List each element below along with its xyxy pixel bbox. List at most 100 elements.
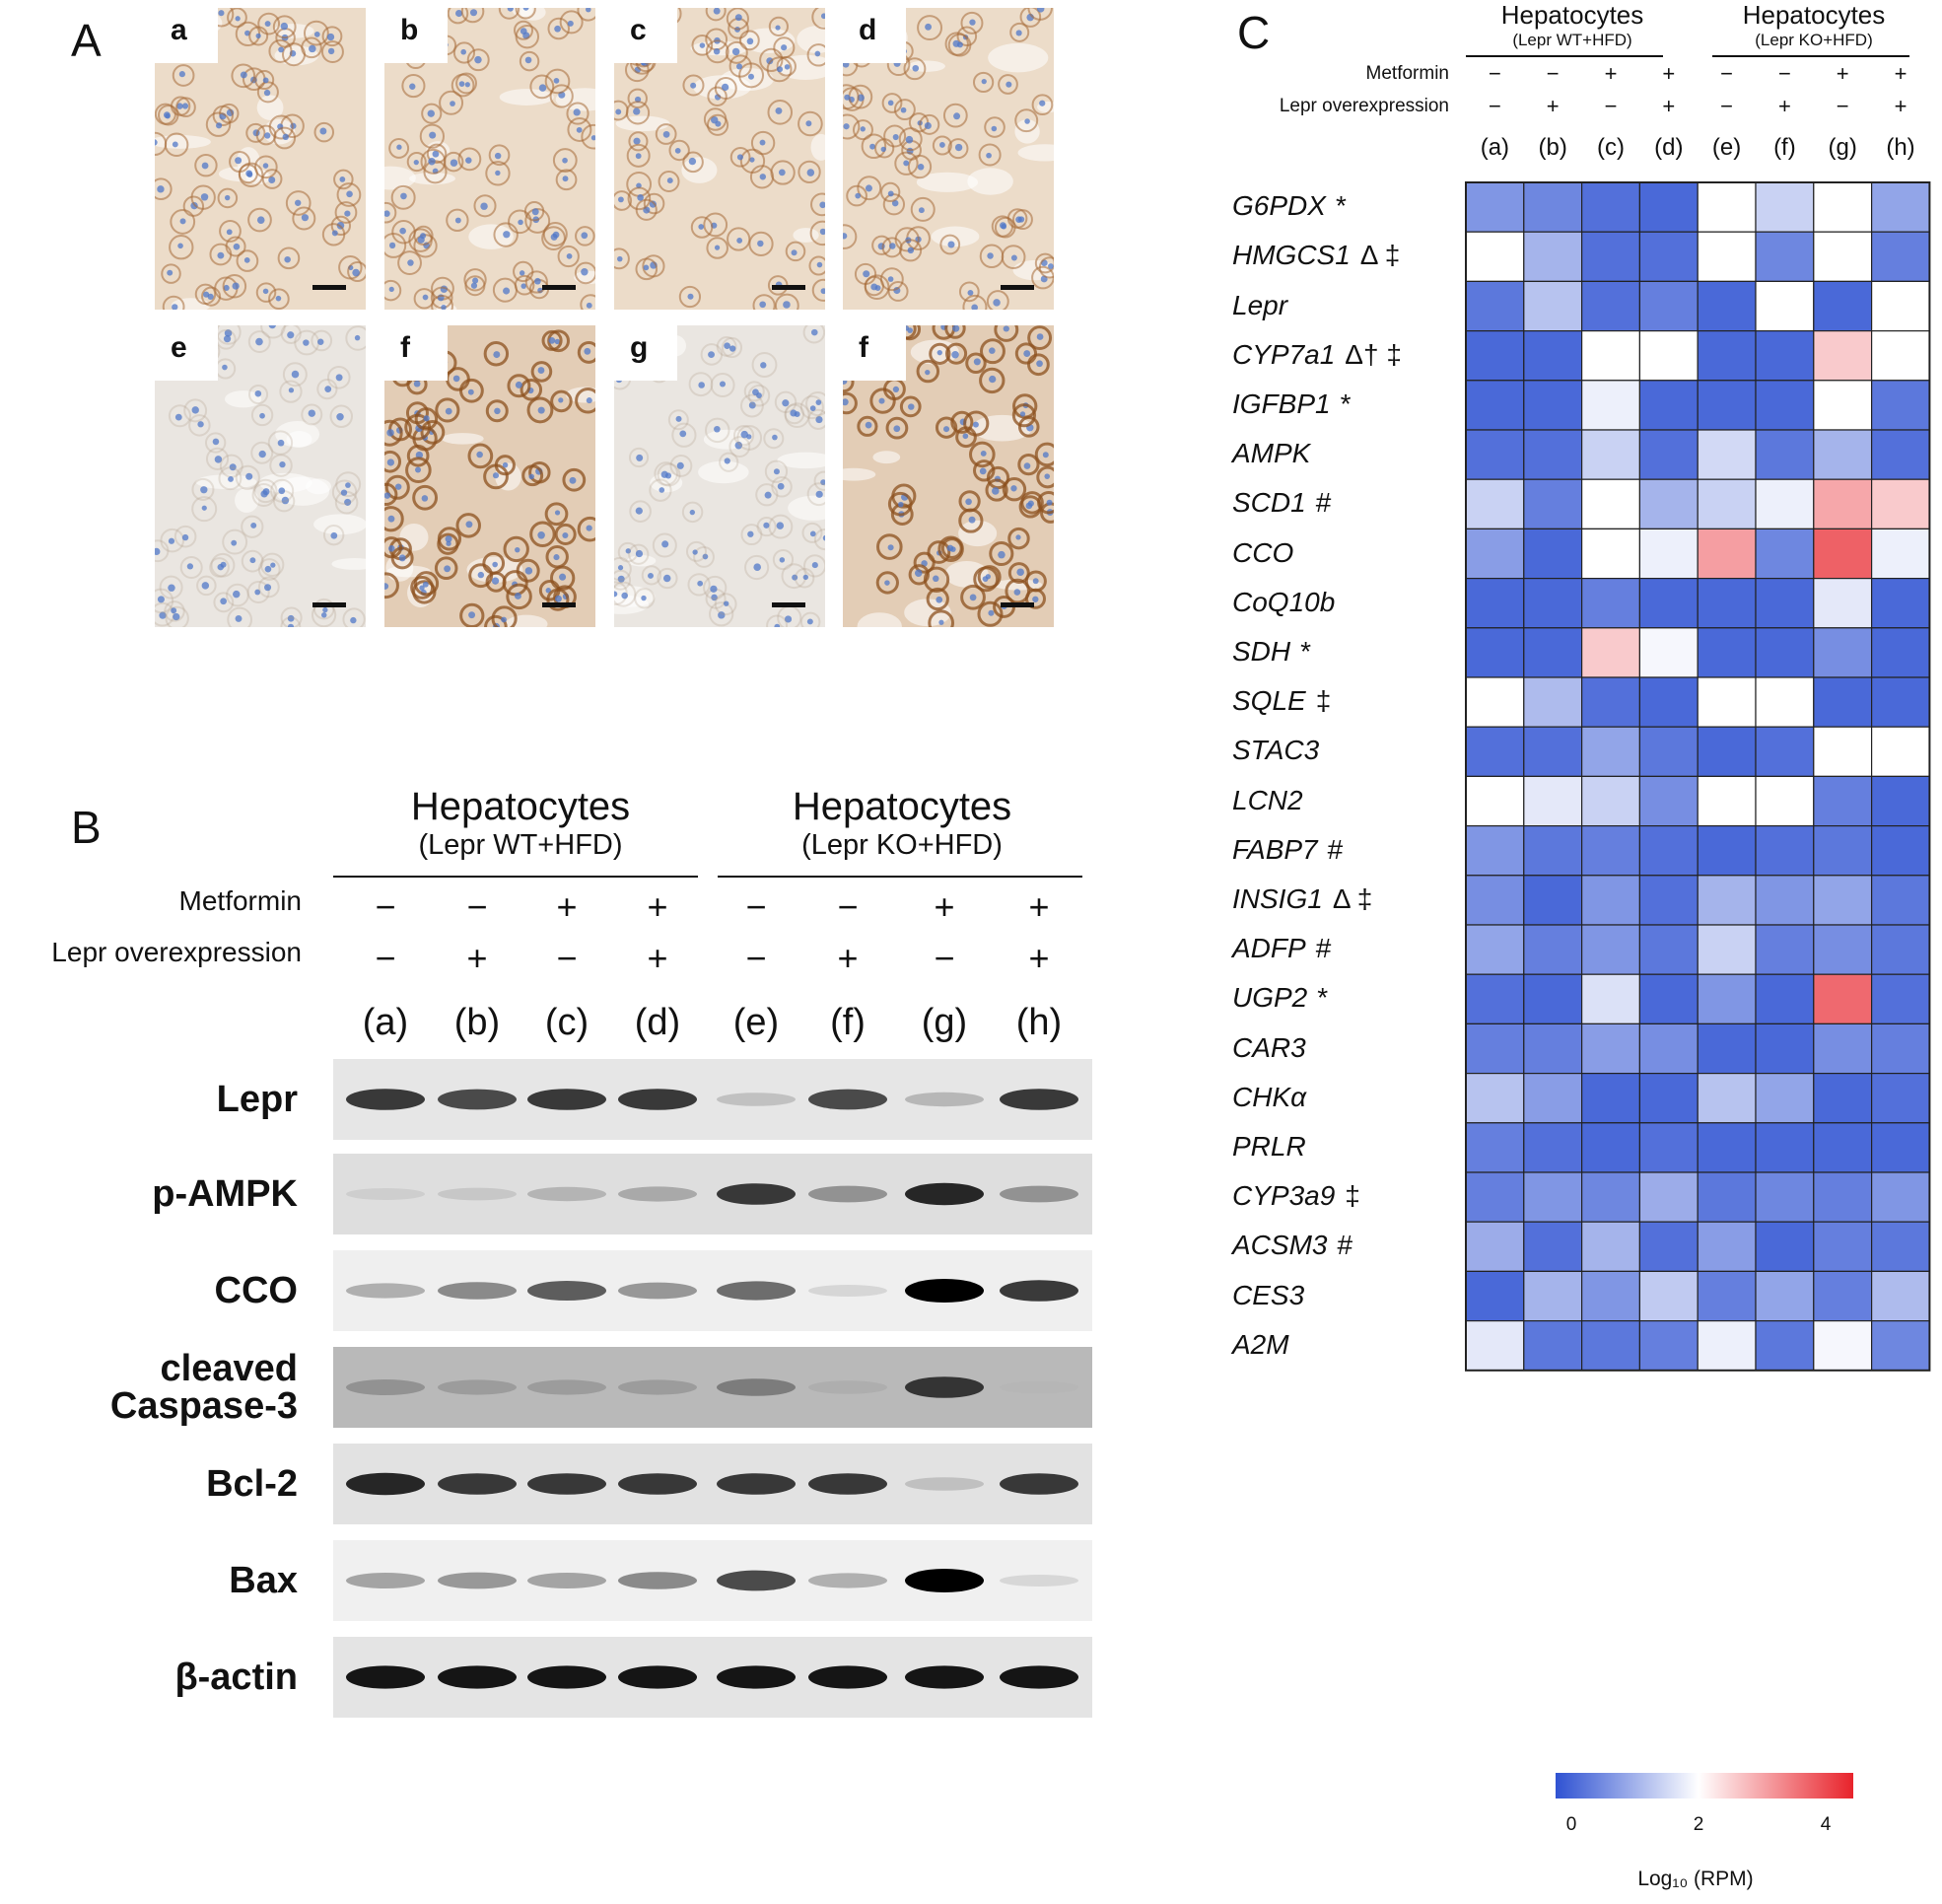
sinusoid	[810, 133, 825, 161]
heatmap-treatment-sign: −	[1604, 94, 1618, 118]
blot-band	[346, 1573, 425, 1588]
cell-membrane	[419, 123, 446, 149]
colorbar	[1556, 1773, 1853, 1798]
nucleus	[537, 367, 545, 374]
cell-membrane	[802, 325, 825, 344]
cell-membrane	[885, 416, 909, 440]
cell-membrane	[414, 407, 439, 431]
heatmap-cell	[1465, 577, 1525, 629]
cell-membrane	[312, 598, 335, 620]
nucleus	[993, 299, 1001, 307]
nucleus	[492, 561, 498, 568]
nucleus	[562, 531, 569, 539]
nucleus	[884, 580, 890, 586]
nucleus	[281, 496, 290, 505]
heatmap-cell	[1465, 429, 1525, 480]
cell-membrane	[899, 239, 923, 262]
micrograph-tile: e	[155, 325, 366, 627]
cell-membrane	[811, 278, 825, 302]
cell-membrane	[273, 126, 297, 150]
cell-membrane	[557, 245, 580, 268]
sinusoid	[627, 555, 657, 567]
nucleus	[776, 66, 784, 73]
significance-mark: ‡	[1345, 1180, 1360, 1212]
cell-membrane	[880, 181, 901, 203]
nucleus	[1036, 333, 1044, 340]
nucleus	[633, 137, 641, 145]
nucleus	[335, 374, 343, 382]
cell-membrane	[927, 540, 951, 564]
micrograph-texture	[614, 8, 825, 310]
cell-membrane	[169, 235, 194, 260]
nucleus	[181, 533, 189, 541]
cell-membrane	[1031, 94, 1054, 116]
nucleus	[905, 135, 914, 144]
heatmap-treatment-sign: +	[1604, 61, 1618, 86]
heatmap-cell	[1580, 973, 1640, 1025]
cell-membrane	[335, 471, 362, 498]
cell-membrane	[155, 131, 168, 157]
heatmap-cell	[1697, 231, 1757, 282]
cell-membrane	[614, 190, 633, 211]
nucleus	[255, 337, 263, 346]
cell-membrane	[183, 398, 208, 423]
nucleus	[635, 153, 642, 160]
cell-membrane	[209, 557, 230, 578]
nucleus	[1015, 534, 1021, 540]
nucleus	[617, 565, 624, 571]
cell-membrane	[566, 102, 590, 125]
heatmap-cell	[1813, 1023, 1873, 1075]
cell-membrane	[772, 548, 795, 571]
treatment-sign: +	[556, 886, 578, 927]
nucleus	[518, 219, 523, 226]
treatment-sign: −	[745, 938, 767, 978]
cell-membrane	[329, 404, 354, 429]
cell-membrane	[693, 546, 715, 568]
cell-membrane	[401, 73, 426, 99]
cell-membrane	[939, 234, 961, 255]
nucleus	[258, 450, 266, 458]
blot-band	[808, 1185, 887, 1203]
nucleus	[465, 521, 473, 529]
sinusoid	[331, 558, 366, 570]
blot-band	[808, 1573, 887, 1588]
cell-membrane	[455, 513, 481, 538]
cell-membrane	[843, 113, 861, 140]
micrograph-tile: g	[614, 325, 825, 627]
nucleus	[1032, 578, 1039, 585]
cell-membrane	[457, 147, 482, 172]
nucleus	[407, 259, 414, 266]
nucleus	[554, 595, 562, 602]
nucleus	[233, 243, 241, 250]
nucleus	[573, 108, 581, 116]
micrograph-label: c	[630, 14, 647, 46]
nucleus	[971, 304, 979, 310]
cell-membrane	[270, 478, 295, 503]
heatmap-cell	[1638, 627, 1699, 678]
blot-band	[1000, 1473, 1078, 1495]
nucleus	[855, 192, 862, 199]
nucleus	[295, 199, 302, 206]
nucleus	[223, 284, 230, 291]
gene-name: ACSM3	[1232, 1230, 1328, 1261]
nucleus	[792, 574, 798, 581]
blot-band	[438, 1572, 517, 1589]
blot-band	[1000, 1665, 1078, 1689]
gene-name: A2M	[1232, 1328, 1289, 1360]
cell-membrane	[628, 131, 649, 152]
cell-membrane	[813, 528, 825, 551]
nucleus	[282, 133, 289, 141]
nucleus	[987, 252, 994, 259]
nucleus	[524, 56, 532, 64]
cell-membrane	[513, 20, 534, 40]
cell-membrane	[894, 151, 919, 176]
heatmap-cell	[1813, 875, 1873, 926]
cell-membrane	[245, 122, 266, 143]
nucleus	[470, 282, 478, 289]
cell-membrane	[973, 459, 996, 482]
cell-membrane	[530, 361, 553, 383]
significance-mark: Δ ‡	[1332, 882, 1373, 914]
nucleus	[531, 208, 539, 216]
cell-membrane	[577, 340, 595, 364]
cell-membrane	[759, 47, 784, 72]
